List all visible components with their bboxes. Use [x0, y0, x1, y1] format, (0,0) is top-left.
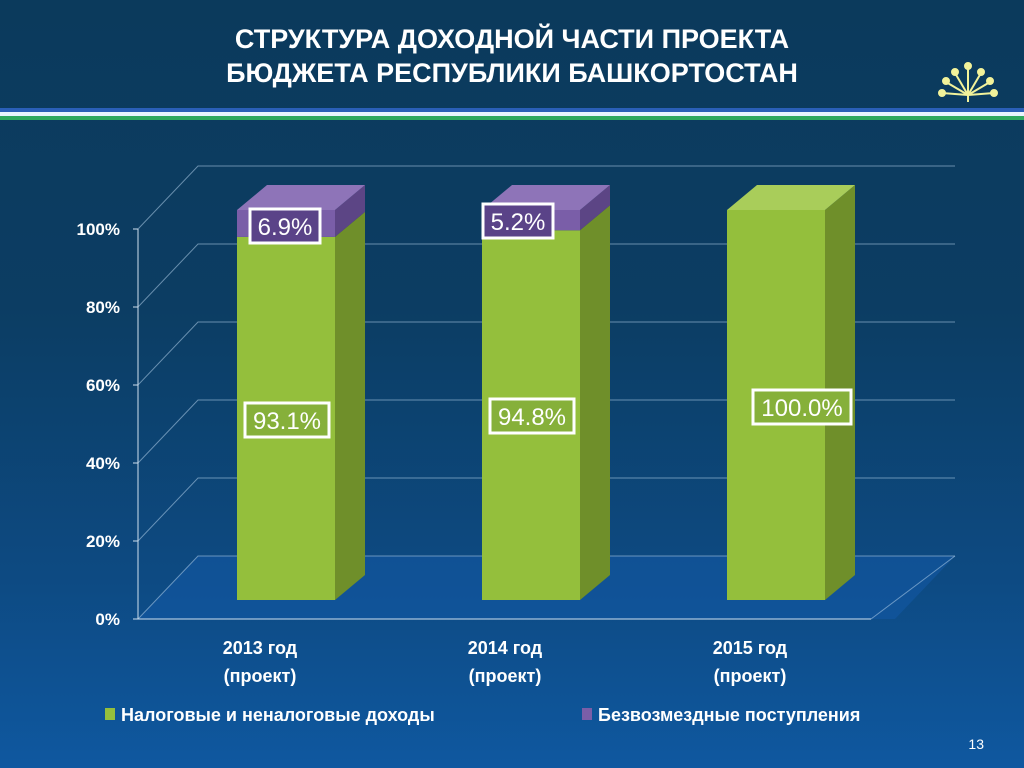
- bar-segment-side: [580, 185, 610, 231]
- x-tick-label: (проект): [714, 666, 787, 686]
- title-line-1: СТРУКТУРА ДОХОДНОЙ ЧАСТИ ПРОЕКТА: [234, 24, 790, 54]
- y-tick-label: 80%: [86, 298, 120, 317]
- x-tick-label: (проект): [469, 666, 542, 686]
- page-title: СТРУКТУРА ДОХОДНОЙ ЧАСТИ ПРОЕКТА БЮДЖЕТА…: [0, 22, 1024, 90]
- x-tick-label: (проект): [224, 666, 297, 686]
- bar-segment-top: [237, 185, 365, 210]
- data-label-box: [751, 388, 853, 426]
- floor-edge: [870, 555, 956, 620]
- data-label-box: [488, 397, 576, 435]
- bar-segment-side: [335, 211, 365, 600]
- data-label-box: [243, 401, 331, 439]
- kurai-flower-icon: [938, 62, 998, 102]
- gridline: [137, 243, 955, 308]
- gridline: [137, 399, 955, 464]
- bar-segment-side: [335, 185, 365, 237]
- legend-label: Безвозмездные поступления: [598, 705, 860, 725]
- x-tick-label: 2014 год: [468, 638, 543, 658]
- data-label: 5.2%: [491, 209, 546, 236]
- x-tick-label: 2013 год: [223, 638, 298, 658]
- data-label-box: [248, 207, 322, 245]
- x-tick-label: 2015 год: [713, 638, 788, 658]
- gridline: [137, 477, 955, 542]
- bar-segment-side: [580, 205, 610, 600]
- y-tick-label: 60%: [86, 376, 120, 395]
- title-line-2: БЮДЖЕТА РЕСПУБЛИКИ БАШКОРТОСТАН: [226, 58, 798, 88]
- page-number: 13: [968, 736, 984, 752]
- gridline: [137, 555, 955, 620]
- data-label-box: [481, 202, 555, 240]
- y-tick-label: 20%: [86, 532, 120, 551]
- y-tick-label: 40%: [86, 454, 120, 473]
- y-tick-label: 0%: [95, 610, 120, 629]
- data-label: 100.0%: [761, 395, 842, 422]
- legend-swatch: [582, 708, 592, 720]
- legend-label: Налоговые и неналоговые доходы: [121, 705, 435, 725]
- data-label: 94.8%: [498, 404, 566, 431]
- data-label: 93.1%: [253, 408, 321, 435]
- gridline: [137, 321, 955, 386]
- header-stripes: [0, 108, 1024, 126]
- bar-segment-top: [727, 185, 855, 210]
- data-label: 6.9%: [258, 214, 313, 241]
- y-tick-label: 100%: [77, 220, 120, 239]
- gridline: [137, 165, 955, 230]
- legend-swatch: [105, 708, 115, 720]
